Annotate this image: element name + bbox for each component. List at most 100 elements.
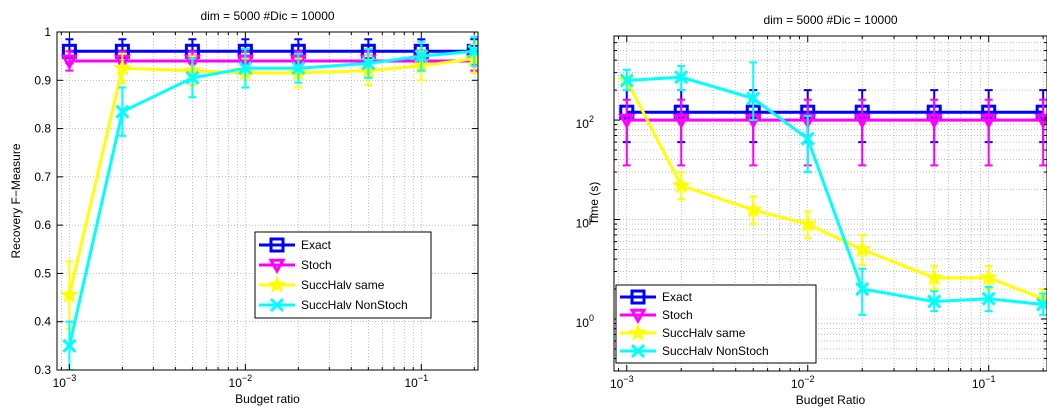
legend-label: Stoch xyxy=(301,258,332,272)
data-point xyxy=(980,113,998,130)
series-layer xyxy=(59,35,478,370)
data-point xyxy=(981,291,996,306)
legend-item: Stoch xyxy=(620,308,693,325)
y-axis-label: Time (s) xyxy=(587,182,601,226)
x-tick-label: 10−2 xyxy=(791,374,815,391)
y-tick-label: 1 xyxy=(44,25,51,39)
y-tick-label: 0.3 xyxy=(34,363,51,377)
y-tick-label: 102 xyxy=(576,114,594,131)
axes-box xyxy=(613,35,1047,372)
legend-label: Exact xyxy=(662,290,693,304)
legend-label: SuccHalv same xyxy=(301,278,385,292)
data-point xyxy=(113,58,132,77)
y-tick-label: 0.6 xyxy=(34,218,51,232)
legend-item: Exact xyxy=(259,237,332,253)
data-point xyxy=(924,267,944,286)
y-tick-label: 0.9 xyxy=(34,73,51,87)
x-tick-exponent: −3 xyxy=(623,374,633,384)
series-succhalv-same xyxy=(617,68,1047,309)
data-point xyxy=(59,285,79,304)
data-point xyxy=(672,113,690,130)
data-point xyxy=(925,113,943,130)
legend-label: Stoch xyxy=(662,308,693,322)
legend-item: SuccHalv same xyxy=(620,323,746,342)
data-point xyxy=(618,113,636,130)
series-layer xyxy=(617,61,1047,316)
data-point xyxy=(979,267,999,286)
chart-title: dim = 5000 #Dic = 10000 xyxy=(200,9,334,23)
x-axis-label: Budget Ratio xyxy=(796,393,866,407)
x-tick-exponent: −1 xyxy=(418,373,428,383)
series-succhalv-nonstoch xyxy=(62,35,478,370)
y-tick-exponent: 1 xyxy=(589,214,594,224)
legend-label: SuccHalv NonStoch xyxy=(301,298,408,312)
legend-marker xyxy=(630,343,646,359)
data-point xyxy=(115,104,130,119)
x-tick-exponent: −2 xyxy=(242,373,252,383)
data-point xyxy=(238,61,253,76)
x-tick-label: 10−1 xyxy=(404,373,428,390)
data-point xyxy=(800,131,815,146)
data-point xyxy=(1034,113,1047,130)
legend-marker xyxy=(268,258,286,275)
legend-marker xyxy=(628,323,648,342)
series-line xyxy=(626,75,1044,306)
data-point xyxy=(1036,297,1047,312)
data-point xyxy=(674,70,689,85)
data-point xyxy=(743,199,763,218)
x-tick-label: 10−2 xyxy=(229,373,253,390)
x-tick-label: 10−1 xyxy=(972,374,996,391)
data-point xyxy=(853,113,871,130)
legend-item: SuccHalv NonStoch xyxy=(620,343,769,359)
series-line xyxy=(67,57,475,296)
y-tick-label: 0.7 xyxy=(34,170,51,184)
legend-item: Stoch xyxy=(259,258,332,275)
legend: Exact Stoch SuccHalv same SuccHalv NonStoch xyxy=(254,231,432,319)
data-point xyxy=(60,54,78,71)
legend-label: Exact xyxy=(301,238,332,252)
data-point xyxy=(414,49,429,64)
data-point xyxy=(185,70,200,85)
data-point xyxy=(467,44,478,59)
x-tick-exponent: −2 xyxy=(804,374,814,384)
y-tick-label: 0.4 xyxy=(34,315,51,329)
x-axis-label: Budget ratio xyxy=(235,392,300,406)
axes-box xyxy=(56,31,479,371)
data-point xyxy=(671,175,691,194)
series-line xyxy=(625,79,1044,301)
x-tick-exponent: −3 xyxy=(66,373,76,383)
y-axis-label: Recovery F−Measure xyxy=(9,143,23,258)
y-tick-label: 0.8 xyxy=(34,122,51,136)
x-tick-label: 10−3 xyxy=(53,373,77,390)
chart-title: dim = 5000 #Dic = 10000 xyxy=(763,13,897,27)
y-tick-label: 100 xyxy=(576,313,594,330)
data-point xyxy=(852,239,872,258)
legend-marker xyxy=(269,297,285,313)
data-point xyxy=(361,56,376,71)
legend-label: SuccHalv NonStoch xyxy=(662,344,769,358)
data-point xyxy=(62,338,77,353)
y-tick-exponent: 0 xyxy=(589,313,594,323)
legend-marker xyxy=(630,289,646,305)
legend-item: SuccHalv same xyxy=(259,275,385,294)
data-point xyxy=(619,73,634,88)
recovery-panel: 10−3 10−2 10−1 0.3 0.4 0.5 0.6 0.7 0.8 0.9 1 dim = … xyxy=(9,9,479,406)
data-point xyxy=(927,294,942,309)
data-point xyxy=(798,214,818,233)
data-point xyxy=(746,91,761,106)
grid xyxy=(57,32,478,370)
legend-item: SuccHalv NonStoch xyxy=(259,297,408,313)
data-point xyxy=(291,61,306,76)
x-tick-label: 10−3 xyxy=(610,374,634,391)
x-tick-exponent: −1 xyxy=(985,374,995,384)
series-succhalv-nonstoch xyxy=(619,61,1047,316)
legend: Exact Stoch SuccHalv same SuccHalv NonStoch xyxy=(615,284,817,364)
data-point xyxy=(855,281,870,297)
legend-marker xyxy=(267,275,287,294)
y-tick-exponent: 2 xyxy=(589,114,594,124)
series-line xyxy=(67,49,475,347)
y-tick-label: 0.5 xyxy=(34,266,51,280)
legend-label: SuccHalv same xyxy=(662,326,746,340)
